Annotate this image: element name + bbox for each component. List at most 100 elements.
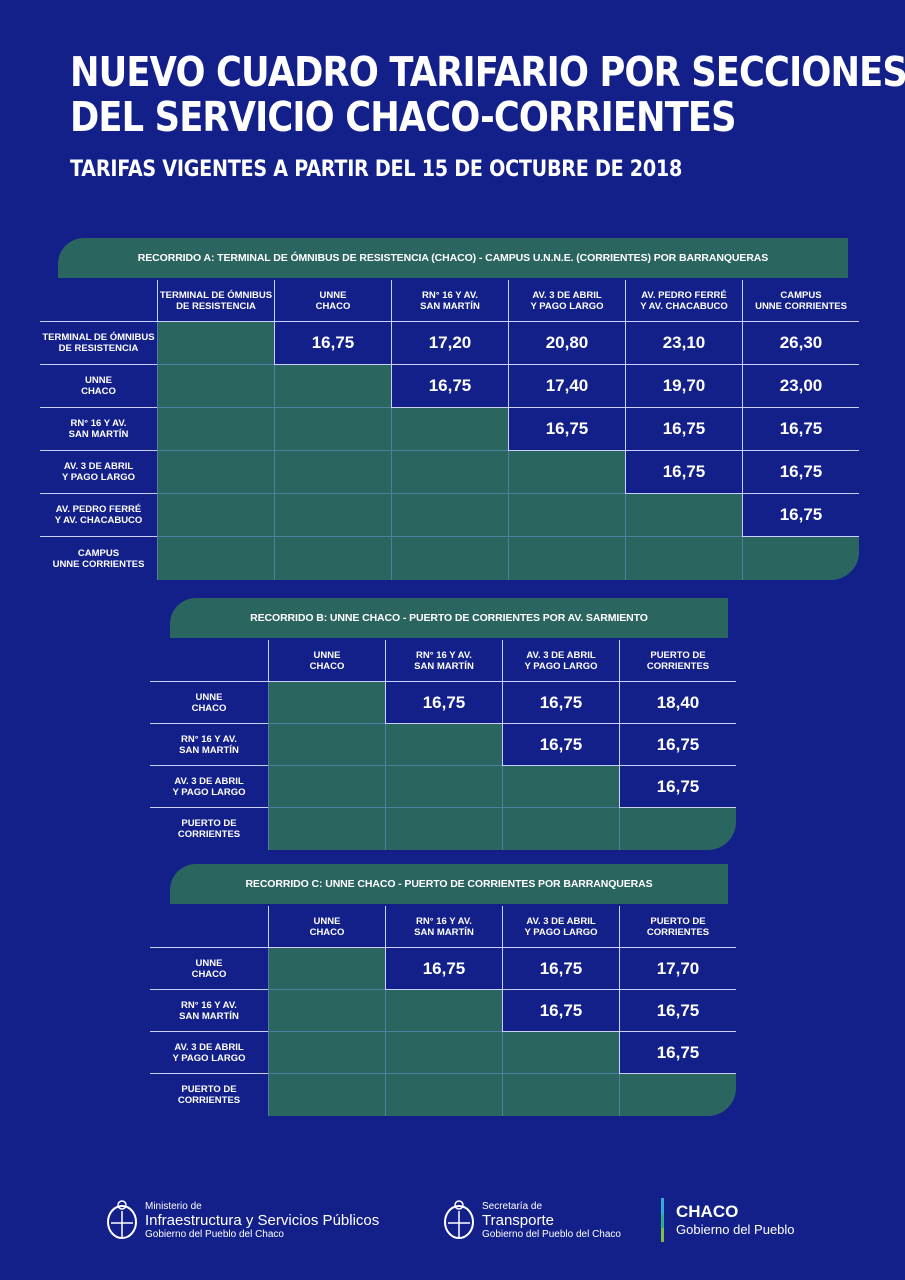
column-header: AV. PEDRO FERRÉ Y AV. CHACABUCO: [625, 280, 742, 322]
empty-cell: [157, 365, 274, 408]
ministry-small-2: Gobierno del Pueblo del Chaco: [145, 1228, 284, 1240]
empty-cell: [157, 451, 274, 494]
column-header: PUERTO DE CORRIENTES: [619, 906, 736, 948]
page-title: NUEVO CUADRO TARIFARIO POR SECCIONES DEL…: [70, 50, 905, 140]
fare-cell: 16,75: [502, 724, 619, 766]
transport-small-2: Gobierno del Pueblo del Chaco: [482, 1228, 621, 1240]
fare-cell: 16,75: [385, 948, 502, 990]
empty-cell: [385, 766, 502, 808]
empty-cell: [508, 494, 625, 537]
empty-cell: [742, 537, 859, 580]
fare-cell: 16,75: [619, 724, 736, 766]
transport-small-1: Secretaría de: [482, 1200, 543, 1212]
fare-cell: 16,75: [508, 408, 625, 451]
fare-cell: 16,75: [619, 766, 736, 808]
empty-cell: [157, 322, 274, 365]
empty-cell: [268, 766, 385, 808]
empty-cell: [391, 494, 508, 537]
fare-cell: 16,75: [502, 948, 619, 990]
column-header: UNNE CHACO: [268, 906, 385, 948]
row-label: AV. 3 DE ABRIL Y PAGO LARGO: [40, 451, 157, 494]
column-header: AV. 3 DE ABRIL Y PAGO LARGO: [502, 906, 619, 948]
chaco-mark-icon: [661, 1198, 664, 1242]
route-a-banner: RECORRIDO A: TERMINAL DE ÓMNIBUS DE RESI…: [58, 238, 848, 278]
row-label: UNNE CHACO: [40, 365, 157, 408]
column-header: PUERTO DE CORRIENTES: [619, 640, 736, 682]
empty-cell: [502, 1074, 619, 1116]
page-subtitle: TARIFAS VIGENTES A PARTIR DEL 15 DE OCTU…: [70, 157, 683, 182]
empty-cell: [274, 537, 391, 580]
fare-cell: 16,75: [742, 451, 859, 494]
chaco-logo: CHACO Gobierno del Pueblo: [660, 1190, 795, 1250]
column-header: AV. 3 DE ABRIL Y PAGO LARGO: [502, 640, 619, 682]
empty-cell: [274, 494, 391, 537]
empty-cell: [274, 451, 391, 494]
empty-cell: [268, 682, 385, 724]
row-label: AV. PEDRO FERRÉ Y AV. CHACABUCO: [40, 494, 157, 537]
row-label: RN° 16 Y AV. SAN MARTÍN: [150, 990, 268, 1032]
empty-cell: [391, 408, 508, 451]
fare-cell: 16,75: [625, 451, 742, 494]
empty-cell: [274, 408, 391, 451]
header-spacer: [150, 906, 268, 948]
header-spacer: [150, 640, 268, 682]
empty-cell: [391, 451, 508, 494]
fare-cell: 18,40: [619, 682, 736, 724]
empty-cell: [268, 948, 385, 990]
fare-cell: 19,70: [625, 365, 742, 408]
empty-cell: [157, 537, 274, 580]
empty-cell: [391, 537, 508, 580]
empty-cell: [502, 766, 619, 808]
chaco-tagline: Gobierno del Pueblo: [676, 1222, 795, 1237]
empty-cell: [385, 724, 502, 766]
empty-cell: [385, 1074, 502, 1116]
empty-cell: [268, 1074, 385, 1116]
empty-cell: [385, 808, 502, 850]
column-header: RN° 16 Y AV. SAN MARTÍN: [385, 906, 502, 948]
fare-cell: 23,10: [625, 322, 742, 365]
fare-cell: 16,75: [391, 365, 508, 408]
empty-cell: [619, 808, 736, 850]
empty-cell: [502, 1032, 619, 1074]
fare-cell: 16,75: [274, 322, 391, 365]
empty-cell: [508, 451, 625, 494]
empty-cell: [385, 1032, 502, 1074]
route-c-banner: RECORRIDO C: UNNE CHACO - PUERTO DE CORR…: [170, 864, 728, 904]
fare-cell: 16,75: [502, 682, 619, 724]
empty-cell: [502, 808, 619, 850]
title-line-1: NUEVO CUADRO TARIFARIO POR SECCIONES: [70, 48, 905, 96]
fare-cell: 16,75: [625, 408, 742, 451]
empty-cell: [268, 724, 385, 766]
route-b-banner: RECORRIDO B: UNNE CHACO - PUERTO DE CORR…: [170, 598, 728, 638]
fare-cell: 17,40: [508, 365, 625, 408]
row-label: PUERTO DE CORRIENTES: [177, 1084, 241, 1106]
empty-cell: [619, 1074, 736, 1116]
empty-cell: [625, 537, 742, 580]
empty-cell: [268, 990, 385, 1032]
empty-cell: [268, 808, 385, 850]
row-label: AV. 3 DE ABRIL Y PAGO LARGO: [150, 766, 268, 808]
transport-name: Transporte: [482, 1211, 554, 1229]
column-header: TERMINAL DE ÓMNIBUS DE RESISTENCIA: [157, 280, 274, 322]
row-label: RN° 16 Y AV. SAN MARTÍN: [40, 408, 157, 451]
row-label: AV. 3 DE ABRIL Y PAGO LARGO: [150, 1032, 268, 1074]
provincial-emblem-icon: [444, 1200, 474, 1239]
fare-cell: 16,75: [502, 990, 619, 1032]
column-header: UNNE CHACO: [268, 640, 385, 682]
column-header: UNNE CHACO: [274, 280, 391, 322]
row-label: CAMPUS UNNE CORRIENTES: [52, 547, 145, 570]
provincial-emblem-icon: [107, 1200, 137, 1239]
fare-cell: 16,75: [742, 408, 859, 451]
fare-cell: 16,75: [742, 494, 859, 537]
column-header: CAMPUS UNNE CORRIENTES: [742, 280, 859, 322]
ministry-logo: Ministerio de Infraestructura y Servicio…: [105, 1190, 379, 1250]
fare-cell: 20,80: [508, 322, 625, 365]
fare-cell: 17,70: [619, 948, 736, 990]
fare-cell: 26,30: [742, 322, 859, 365]
row-label: PUERTO DE CORRIENTES: [177, 818, 241, 840]
title-line-2: DEL SERVICIO CHACO-CORRIENTES: [70, 93, 737, 141]
chaco-name: CHACO: [676, 1202, 739, 1221]
row-label: TERMINAL DE ÓMNIBUS DE RESISTENCIA: [40, 322, 157, 365]
column-header: RN° 16 Y AV. SAN MARTÍN: [391, 280, 508, 322]
transport-logo: Secretaría de Transporte Gobierno del Pu…: [442, 1190, 621, 1250]
